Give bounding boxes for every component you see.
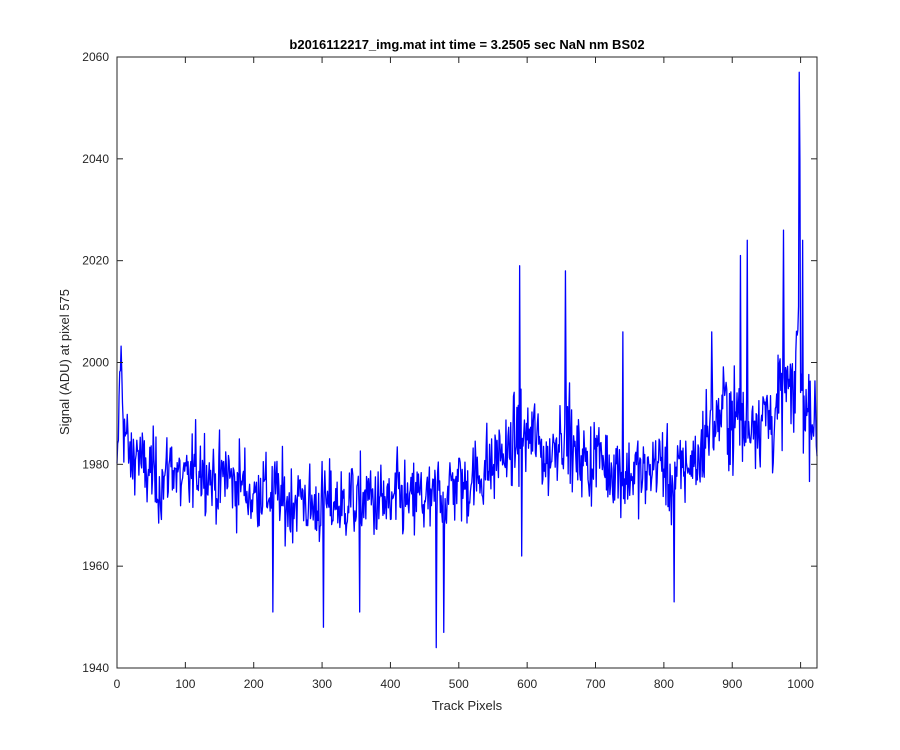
x-tick-label: 400 bbox=[380, 677, 400, 691]
x-tick-label: 100 bbox=[175, 677, 195, 691]
x-axis-label: Track Pixels bbox=[432, 698, 503, 713]
x-tick-label: 0 bbox=[114, 677, 121, 691]
y-tick-label: 1960 bbox=[82, 559, 109, 573]
x-tick-label: 900 bbox=[722, 677, 742, 691]
y-tick-label: 2000 bbox=[82, 356, 109, 370]
y-tick-label: 2060 bbox=[82, 50, 109, 64]
y-tick-label: 1980 bbox=[82, 457, 109, 471]
signal-series-line bbox=[116, 71, 818, 649]
x-tick-label: 600 bbox=[517, 677, 537, 691]
x-tick-label: 800 bbox=[654, 677, 674, 691]
y-tick-label: 2020 bbox=[82, 254, 109, 268]
x-tick-label: 1000 bbox=[787, 677, 814, 691]
chart-title: b2016112217_img.mat int time = 3.2505 se… bbox=[289, 37, 644, 52]
x-tick-label: 200 bbox=[244, 677, 264, 691]
plot-background bbox=[117, 57, 817, 668]
y-tick-label: 2040 bbox=[82, 152, 109, 166]
y-tick-label: 1940 bbox=[82, 661, 109, 675]
x-tick-label: 500 bbox=[449, 677, 469, 691]
x-axis-ticks: 0 100 200 300 400 500 600 700 800 900 1000 bbox=[114, 57, 814, 691]
x-tick-label: 700 bbox=[586, 677, 606, 691]
y-axis-label: Signal (ADU) at pixel 575 bbox=[57, 289, 72, 435]
y-axis-ticks: 1940 1960 1980 2000 2020 2040 2060 bbox=[82, 50, 817, 675]
x-tick-label: 300 bbox=[312, 677, 332, 691]
